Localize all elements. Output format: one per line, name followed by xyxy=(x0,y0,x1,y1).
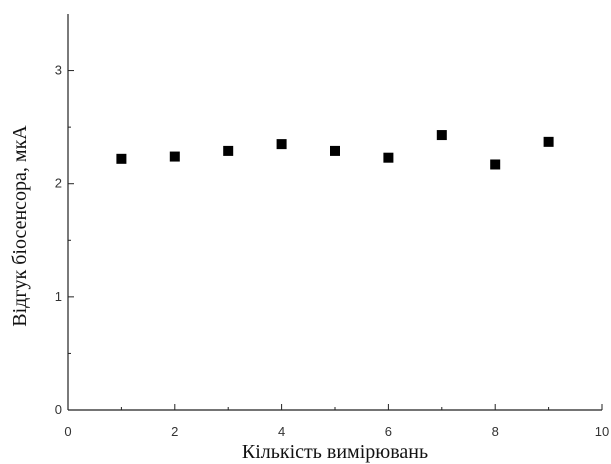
y-axis-title: Відгук біосенсора, мкА xyxy=(9,125,31,327)
data-point xyxy=(223,145,234,156)
x-tick-label: 0 xyxy=(64,424,71,439)
data-point xyxy=(543,136,554,147)
data-point xyxy=(276,139,287,150)
y-tick-label: 3 xyxy=(55,63,62,78)
data-point xyxy=(490,159,501,170)
x-tick-label: 4 xyxy=(278,424,285,439)
x-tick-label: 10 xyxy=(595,424,609,439)
x-tick-label: 6 xyxy=(385,424,392,439)
y-tick-label: 0 xyxy=(55,402,62,417)
y-ticks: 0 1 2 3 xyxy=(55,63,74,417)
y-tick-label: 2 xyxy=(55,176,62,191)
x-tick-label: 2 xyxy=(171,424,178,439)
data-points xyxy=(116,130,554,170)
data-point xyxy=(330,145,340,156)
x-ticks: 0 2 4 6 8 10 xyxy=(64,404,609,439)
x-axis-title: Кількість вимірювань xyxy=(242,441,428,463)
y-tick-label: 1 xyxy=(55,289,62,304)
data-point xyxy=(436,130,447,141)
axes xyxy=(67,14,602,411)
x-tick-label: 8 xyxy=(492,424,499,439)
data-point xyxy=(383,152,394,163)
data-point xyxy=(169,151,180,162)
data-point xyxy=(116,153,127,164)
